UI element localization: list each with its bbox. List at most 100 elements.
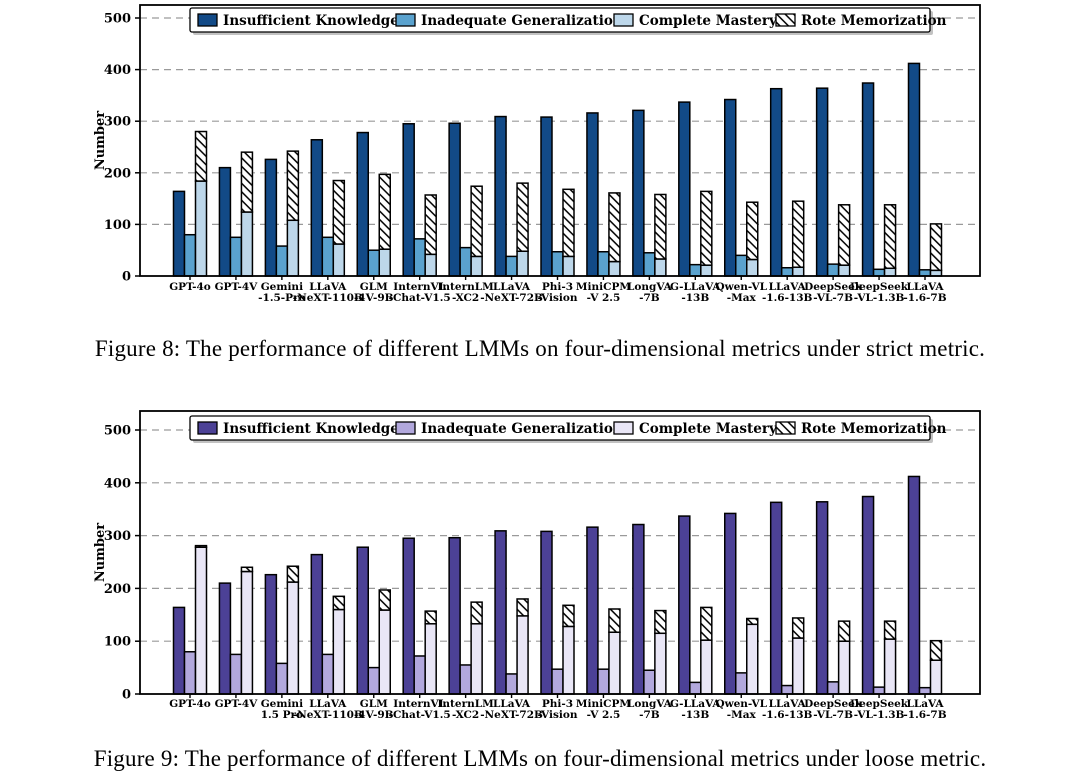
bar-inadequate-generalization: [780, 684, 794, 695]
bar-rote-memorization: [883, 204, 897, 270]
legend-label: Rote Memorization: [801, 421, 947, 437]
bar-group: [540, 116, 575, 277]
bar-rote-memorization: [837, 620, 851, 642]
bar-rote-memorization: [240, 151, 254, 213]
x-tick-label: Gemini: [261, 281, 303, 293]
bar-group: [724, 98, 759, 277]
bar-rote-memorization: [516, 598, 529, 617]
bar-inadequate-generalization: [275, 662, 289, 695]
bar-rote-memorization: [837, 204, 851, 266]
x-tick-label: -Chat-V1.5: [389, 292, 451, 304]
x-tick-label: GPT-4V: [215, 281, 259, 293]
x-tick-label: -7B: [639, 292, 660, 304]
x-tick-label: DeepSeek: [850, 698, 909, 710]
bar-inadequate-generalization: [826, 263, 840, 277]
x-tick-label: -XC2: [452, 709, 479, 721]
x-tick-label: Qwen-VL: [715, 281, 767, 293]
bar-complete-mastery: [240, 570, 254, 695]
bar-group: [402, 123, 437, 277]
bar-complete-mastery: [240, 211, 254, 277]
legend-swatch-1: [197, 13, 218, 27]
x-tick-label: -4V-9B: [354, 709, 394, 721]
bar-rote-memorization: [883, 620, 897, 640]
legend-label: Complete Mastery: [639, 13, 778, 29]
legend-label: Insufficient Knowledge: [223, 13, 399, 29]
bar-insufficient-knowledge: [494, 115, 507, 277]
bar-insufficient-knowledge: [172, 606, 186, 695]
legend: Insufficient Knowledge Inadequate General…: [189, 415, 947, 443]
bar-rote-memorization: [516, 182, 529, 252]
bar-complete-mastery: [837, 264, 851, 277]
bar-insufficient-knowledge: [540, 530, 553, 695]
bar-inadequate-generalization: [275, 245, 289, 277]
bar-inadequate-generalization: [459, 664, 472, 695]
bar-insufficient-knowledge: [907, 475, 921, 695]
x-axis-labels: GPT-4o GPT-4V Gemini-1.5-ProLLaVA-NeXT-110…: [169, 276, 947, 304]
bar-rote-memorization: [654, 609, 667, 635]
bar-insufficient-knowledge: [310, 553, 324, 695]
bar-insufficient-knowledge: [264, 158, 278, 277]
plot-border: [139, 410, 981, 695]
x-tick-label: -NeXT-72B: [480, 292, 543, 304]
y-tick-label: 500: [104, 424, 131, 439]
bar-insufficient-knowledge: [724, 98, 737, 277]
x-tick-label: LongVA: [627, 698, 673, 710]
bar-complete-mastery: [194, 180, 208, 277]
y-tick-label: 500: [104, 12, 131, 27]
bar-insufficient-knowledge: [218, 166, 232, 277]
x-tick-label: LLaVA: [906, 698, 944, 710]
bar-group: [907, 475, 943, 695]
x-tick-label: GPT-4V: [215, 698, 259, 710]
bar-inadequate-generalization: [505, 673, 518, 695]
legend-label: Rote Memorization: [801, 13, 947, 29]
bar-insufficient-knowledge: [861, 495, 875, 695]
y-axis-title: Number: [93, 523, 108, 582]
bar-rote-memorization: [470, 185, 483, 258]
x-tick-label: DeepSeek: [850, 281, 909, 293]
bar-inadequate-generalization: [551, 250, 564, 277]
bar-rote-memorization: [608, 608, 621, 633]
bar-complete-mastery: [516, 250, 529, 277]
bar-rote-memorization: [791, 200, 805, 268]
x-tick-label: G-LLaVA: [670, 698, 721, 710]
legend-swatch-3: [613, 13, 634, 27]
bar-insufficient-knowledge: [678, 515, 691, 695]
bar-insufficient-knowledge: [907, 62, 921, 277]
bar-group: [172, 544, 208, 695]
bar-group: [172, 130, 208, 277]
x-tick-label: LLaVA: [309, 698, 347, 710]
bar-complete-mastery: [470, 255, 483, 277]
bar-rote-memorization: [332, 595, 346, 611]
bar-rote-memorization: [240, 566, 254, 573]
bar-insufficient-knowledge: [402, 123, 415, 277]
bar-inadequate-generalization: [689, 681, 702, 695]
figure9-caption: Figure 9: The performance of different L…: [93, 746, 987, 771]
bar-rote-memorization: [332, 179, 346, 245]
bar-group: [310, 553, 346, 695]
x-tick-label: -Max: [727, 709, 757, 721]
bar-rote-memorization: [929, 223, 943, 272]
bar-inadequate-generalization: [413, 238, 426, 277]
x-tick-label: LLaVA: [493, 698, 531, 710]
bar-complete-mastery: [791, 266, 805, 277]
x-tick-label: InternLM: [438, 698, 495, 710]
bar-rote-memorization: [608, 192, 621, 263]
y-axis: 0 100 200 300 400 500: [104, 424, 140, 703]
bar-group: [907, 62, 943, 277]
bar-group: [356, 131, 391, 277]
y-tick-label: 200: [104, 582, 131, 597]
legend-swatch-2: [395, 13, 416, 27]
bar-rote-memorization: [791, 617, 805, 639]
bar-group: [402, 537, 437, 695]
bar-group: [310, 139, 346, 277]
bar-group: [632, 523, 667, 695]
bar-rote-memorization: [424, 610, 437, 625]
bar-complete-mastery: [194, 546, 208, 695]
bar-group: [264, 565, 300, 695]
bar-complete-mastery: [883, 267, 897, 277]
bar-insufficient-knowledge: [402, 537, 415, 695]
bar-insufficient-knowledge: [540, 116, 553, 277]
bar-group: [678, 515, 713, 695]
bar-group: [815, 87, 851, 277]
bar-inadequate-generalization: [229, 653, 243, 695]
